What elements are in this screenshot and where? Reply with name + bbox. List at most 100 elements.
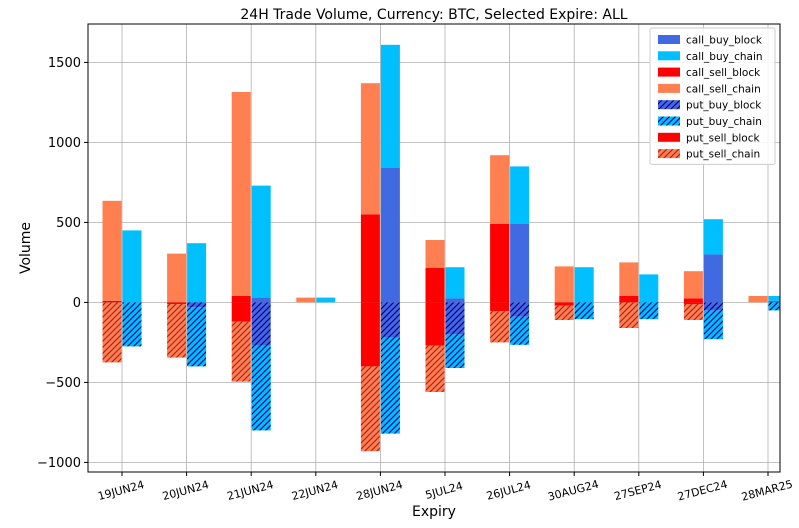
bar-call-sell-block-5jul24 [425,268,445,303]
legend-label-call-sell-chain: call_sell_chain [686,83,761,95]
bar-put-buy-block-28jun24 [380,302,400,338]
x-tick-label: 20JUN24 [161,478,210,503]
x-tick-label: 28MAR25 [740,478,794,504]
bar-call-buy-chain-28jun24 [380,44,400,168]
x-tick-label: 21JUN24 [226,478,275,503]
bar-put-buy-block-20jun24 [187,302,207,308]
legend-label-call-sell-block: call_sell_block [686,67,761,79]
x-tick-label: 27DEC24 [676,478,729,504]
bar-put-sell-block-30aug24 [554,302,574,306]
bar-put-buy-chain-5jul24 [445,334,465,368]
bar-call-buy-chain-27dec24 [703,219,723,255]
bar-put-buy-chain-30aug24 [574,302,594,320]
bar-call-buy-block-21jun24 [251,297,271,303]
legend-swatch-call-buy-chain [658,51,680,61]
bar-put-sell-block-20jun24 [167,302,187,304]
bar-put-sell-block-27dec24 [683,302,703,304]
bar-call-sell-chain-20jun24 [167,253,187,303]
x-tick-label: 19JUN24 [96,478,145,503]
chart-title: 24H Trade Volume, Currency: BTC, Selecte… [240,7,627,23]
bar-call-sell-chain-21jun24 [231,92,251,296]
bar-put-sell-chain-27dec24 [683,304,703,320]
bar-call-sell-chain-27dec24 [683,271,703,299]
bar-call-sell-chain-28jun24 [360,83,380,215]
bar-put-buy-chain-28mar25 [768,302,780,311]
bar-put-sell-block-5jul24 [425,302,445,346]
x-tick-label: 30AUG24 [546,478,600,504]
bar-put-sell-chain-26jul24 [490,311,510,343]
bar-put-buy-chain-26jul24 [510,316,530,345]
y-tick-label: 1500 [48,56,81,71]
bar-call-sell-chain-28mar25 [748,296,768,303]
bar-call-buy-chain-30aug24 [574,267,594,303]
bar-call-buy-block-5jul24 [445,298,465,303]
bar-put-sell-chain-30aug24 [554,305,574,320]
legend-label-put-buy-chain: put_buy_chain [686,116,762,128]
bar-call-sell-chain-27sep24 [619,262,639,296]
bar-call-sell-chain-19jun24 [102,200,122,301]
legend: call_buy_block call_buy_chain call_sell_bl… [649,27,776,165]
bar-call-buy-chain-21jun24 [251,185,271,298]
bar-put-buy-chain-27sep24 [639,302,659,320]
bar-call-buy-chain-27sep24 [639,274,659,303]
legend-label-put-buy-block: put_buy_block [686,100,762,112]
bar-call-sell-block-21jun24 [231,296,251,303]
bar-put-buy-block-5jul24 [445,302,465,335]
bar-call-sell-block-27dec24 [683,298,703,303]
y-tick-label: −1000 [37,456,81,471]
bar-call-buy-chain-20jun24 [187,243,207,303]
bar-put-buy-block-21jun24 [251,302,271,346]
bar-call-sell-chain-22jun24 [296,297,316,303]
bar-put-sell-block-21jun24 [231,302,251,322]
bar-call-buy-chain-19jun24 [122,230,142,303]
bar-call-buy-chain-5jul24 [445,267,465,299]
legend-swatch-put-sell-block [658,132,680,142]
bar-call-buy-block-28mar25 [768,300,780,303]
legend-swatch-put-buy-chain [658,116,680,126]
x-tick-label: 5JUL24 [424,479,464,502]
bar-call-sell-block-28jun24 [360,214,380,303]
legend-swatch-put-sell-chain [658,149,680,159]
bar-put-buy-chain-19jun24 [122,302,142,347]
legend-swatch-call-sell-block [658,67,680,77]
y-tick-label: −500 [45,376,81,391]
bar-put-buy-block-26jul24 [510,302,530,317]
bar-call-buy-chain-22jun24 [316,297,336,303]
bar-put-buy-chain-28jun24 [380,337,400,434]
y-tick-label: 500 [56,216,81,231]
x-tick-label: 22JUN24 [290,478,339,503]
bar-call-sell-chain-26jul24 [490,155,510,224]
y-axis: −1000 −500 0 500 1000 1500 [37,56,88,471]
bar-call-sell-block-19jun24 [102,300,122,303]
bars-group [102,44,780,452]
bar-put-buy-chain-21jun24 [251,345,271,431]
bar-call-buy-block-27dec24 [703,254,723,303]
bar-put-buy-chain-20jun24 [187,307,207,367]
bar-call-sell-block-26jul24 [490,224,510,303]
legend-label-call-buy-block: call_buy_block [686,35,763,47]
legend-label-call-buy-chain: call_buy_chain [686,51,763,63]
legend-swatch-put-buy-block [658,100,680,110]
legend-box [649,27,776,165]
plot-frame [87,23,781,473]
bar-put-sell-chain-21jun24 [231,321,251,382]
bar-call-buy-chain-26jul24 [510,166,530,224]
x-axis-label: Expiry [412,504,456,520]
x-tick-label: 26JUL24 [485,478,532,502]
x-tick-label: 28JUN24 [355,478,404,503]
bar-put-sell-block-26jul24 [490,302,510,312]
legend-swatch-call-buy-block [658,35,680,44]
legend-label-put-sell-chain: put_sell_chain [686,149,760,161]
legend-label-put-sell-block: put_sell_block [686,132,760,144]
x-tick-label: 27SEP24 [613,478,663,503]
bar-put-sell-block-28jun24 [360,302,380,367]
grid-lines [88,24,780,472]
bar-call-sell-chain-30aug24 [554,266,574,303]
legend-swatch-call-sell-chain [658,83,680,93]
bar-call-buy-chain-28mar25 [768,296,780,301]
bar-put-sell-chain-19jun24 [102,302,122,363]
y-tick-label: 0 [73,296,81,311]
bar-put-sell-chain-28jun24 [360,366,380,452]
bar-put-sell-chain-20jun24 [167,304,187,358]
